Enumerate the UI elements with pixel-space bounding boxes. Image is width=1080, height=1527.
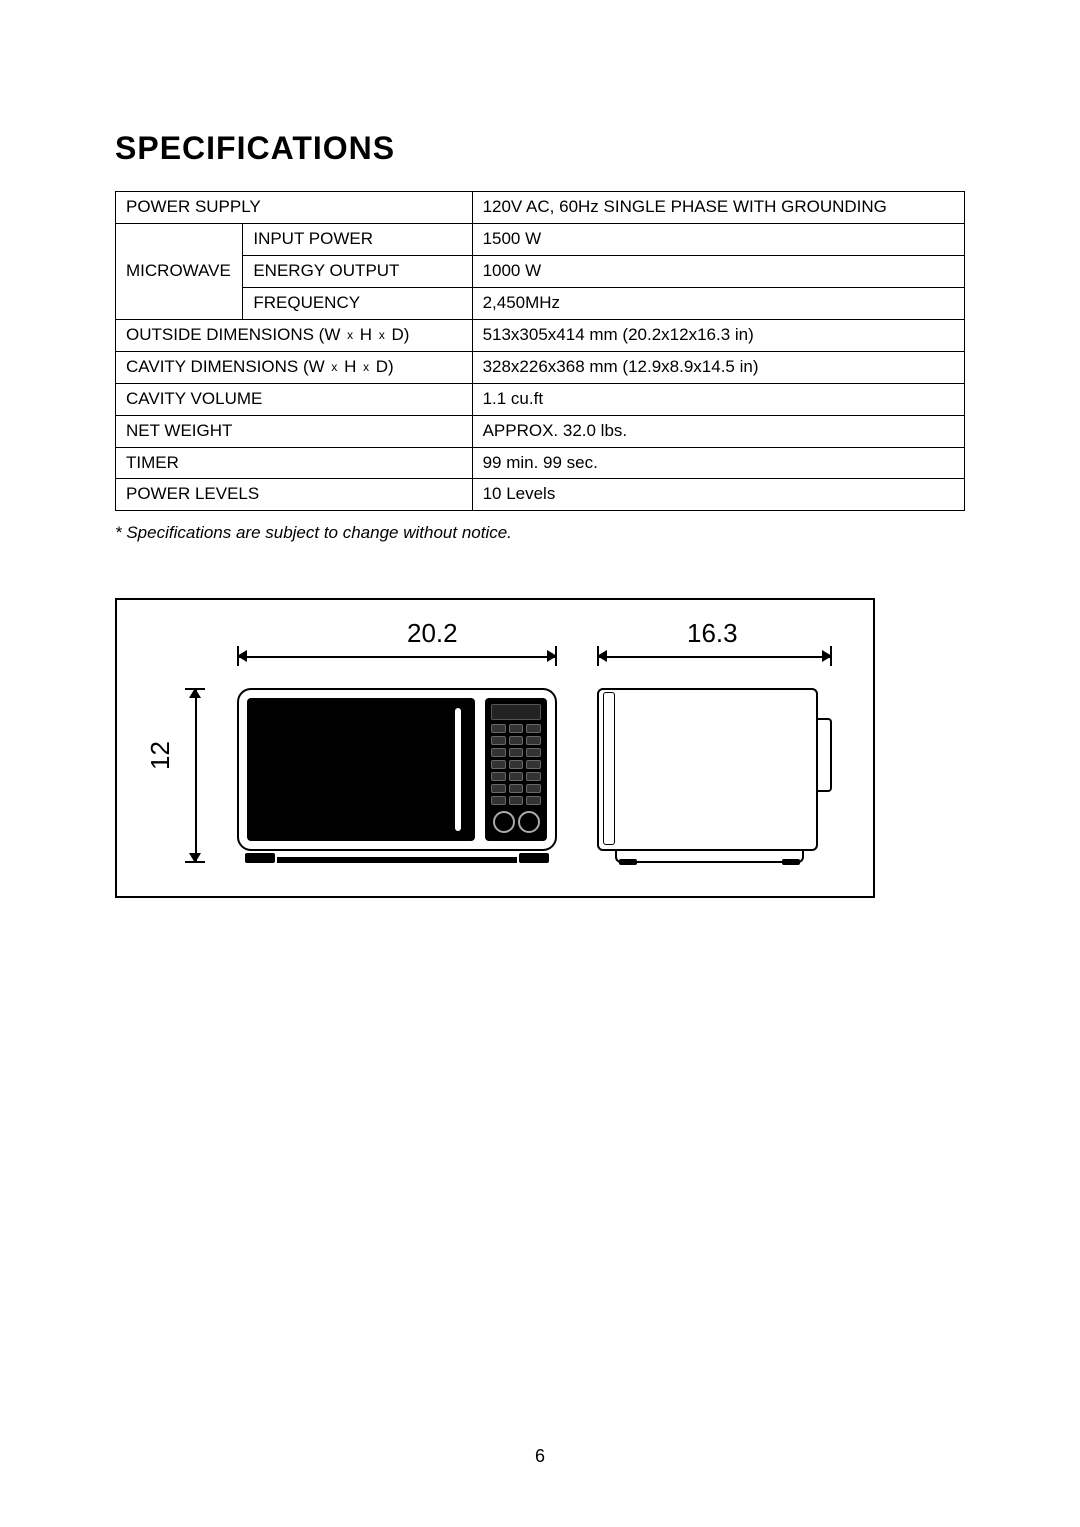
- table-row: NET WEIGHT APPROX. 32.0 lbs.: [116, 415, 965, 447]
- dimension-diagram: 20.2 16.3 12: [115, 598, 875, 898]
- arrow-right-icon: [547, 650, 557, 662]
- dimension-depth: 16.3: [687, 618, 738, 649]
- button-row: [491, 796, 541, 805]
- stop-button-icon: [493, 811, 515, 833]
- dim-line: [237, 656, 557, 658]
- button-row: [491, 736, 541, 745]
- page-heading: SPECIFICATIONS: [115, 130, 965, 167]
- button-row: [491, 748, 541, 757]
- microwave-side-body: [597, 688, 818, 851]
- arrow-down-icon: [189, 853, 201, 863]
- spec-label: POWER LEVELS: [116, 479, 473, 511]
- microwave-foot: [245, 853, 275, 863]
- table-row: CAVITY DIMENSIONS (W x H x D) 328x226x36…: [116, 351, 965, 383]
- round-buttons: [491, 811, 541, 833]
- arrow-left-icon: [237, 650, 247, 662]
- microwave-display: [491, 704, 541, 720]
- dim-line: [195, 688, 197, 863]
- spec-value: 1.1 cu.ft: [472, 383, 964, 415]
- dimension-height: 12: [145, 741, 176, 770]
- microwave-foot: [619, 859, 637, 865]
- label-part: D): [387, 325, 410, 344]
- label-part: CAVITY DIMENSIONS (W: [126, 357, 329, 376]
- specifications-table: POWER SUPPLY 120V AC, 60Hz SINGLE PHASE …: [115, 191, 965, 511]
- spec-label: POWER SUPPLY: [116, 192, 473, 224]
- label-part: H: [339, 357, 361, 376]
- arrow-right-icon: [822, 650, 832, 662]
- label-part: H: [355, 325, 377, 344]
- table-row: POWER SUPPLY 120V AC, 60Hz SINGLE PHASE …: [116, 192, 965, 224]
- button-row: [491, 760, 541, 769]
- times-symbol: x: [377, 328, 387, 342]
- table-row: TIMER 99 min. 99 sec.: [116, 447, 965, 479]
- times-symbol: x: [361, 360, 371, 374]
- button-row: [491, 772, 541, 781]
- button-row: [491, 784, 541, 793]
- microwave-base: [277, 857, 517, 863]
- spec-label: OUTSIDE DIMENSIONS (W x H x D): [116, 319, 473, 351]
- dim-line: [597, 656, 832, 658]
- page-number: 6: [0, 1446, 1080, 1467]
- microwave-side-view: [597, 688, 832, 863]
- spec-group-label: MICROWAVE: [116, 223, 243, 319]
- dimension-width-front: 20.2: [407, 618, 458, 649]
- spec-label: CAVITY DIMENSIONS (W x H x D): [116, 351, 473, 383]
- label-part: D): [371, 357, 394, 376]
- table-row: CAVITY VOLUME 1.1 cu.ft: [116, 383, 965, 415]
- table-row: FREQUENCY 2,450MHz: [116, 287, 965, 319]
- microwave-foot: [782, 859, 800, 865]
- spec-value: 1000 W: [472, 255, 964, 287]
- spec-value: 328x226x368 mm (12.9x8.9x14.5 in): [472, 351, 964, 383]
- microwave-door: [247, 698, 475, 841]
- spec-label: TIMER: [116, 447, 473, 479]
- table-row: POWER LEVELS 10 Levels: [116, 479, 965, 511]
- spec-value: 120V AC, 60Hz SINGLE PHASE WITH GROUNDIN…: [472, 192, 964, 224]
- microwave-handle: [818, 718, 832, 792]
- microwave-side-base: [615, 851, 804, 863]
- times-symbol: x: [329, 360, 339, 374]
- times-symbol: x: [345, 328, 355, 342]
- start-button-icon: [518, 811, 540, 833]
- spec-value: 10 Levels: [472, 479, 964, 511]
- spec-value: 513x305x414 mm (20.2x12x16.3 in): [472, 319, 964, 351]
- page: SPECIFICATIONS POWER SUPPLY 120V AC, 60H…: [0, 0, 1080, 1527]
- arrow-up-icon: [189, 688, 201, 698]
- table-row: MICROWAVE INPUT POWER 1500 W: [116, 223, 965, 255]
- spec-sublabel: ENERGY OUTPUT: [243, 255, 472, 287]
- spec-label: NET WEIGHT: [116, 415, 473, 447]
- microwave-foot: [519, 853, 549, 863]
- microwave-front-view: [237, 688, 557, 863]
- spec-value: 1500 W: [472, 223, 964, 255]
- microwave-control-panel: [485, 698, 547, 841]
- arrow-left-icon: [597, 650, 607, 662]
- spec-value: 2,450MHz: [472, 287, 964, 319]
- spec-sublabel: INPUT POWER: [243, 223, 472, 255]
- spec-value: 99 min. 99 sec.: [472, 447, 964, 479]
- footnote: * Specifications are subject to change w…: [115, 523, 965, 543]
- button-row: [491, 724, 541, 733]
- table-row: OUTSIDE DIMENSIONS (W x H x D) 513x305x4…: [116, 319, 965, 351]
- spec-label: CAVITY VOLUME: [116, 383, 473, 415]
- table-row: ENERGY OUTPUT 1000 W: [116, 255, 965, 287]
- spec-value: APPROX. 32.0 lbs.: [472, 415, 964, 447]
- spec-sublabel: FREQUENCY: [243, 287, 472, 319]
- microwave-door-edge: [603, 692, 615, 845]
- label-part: OUTSIDE DIMENSIONS (W: [126, 325, 345, 344]
